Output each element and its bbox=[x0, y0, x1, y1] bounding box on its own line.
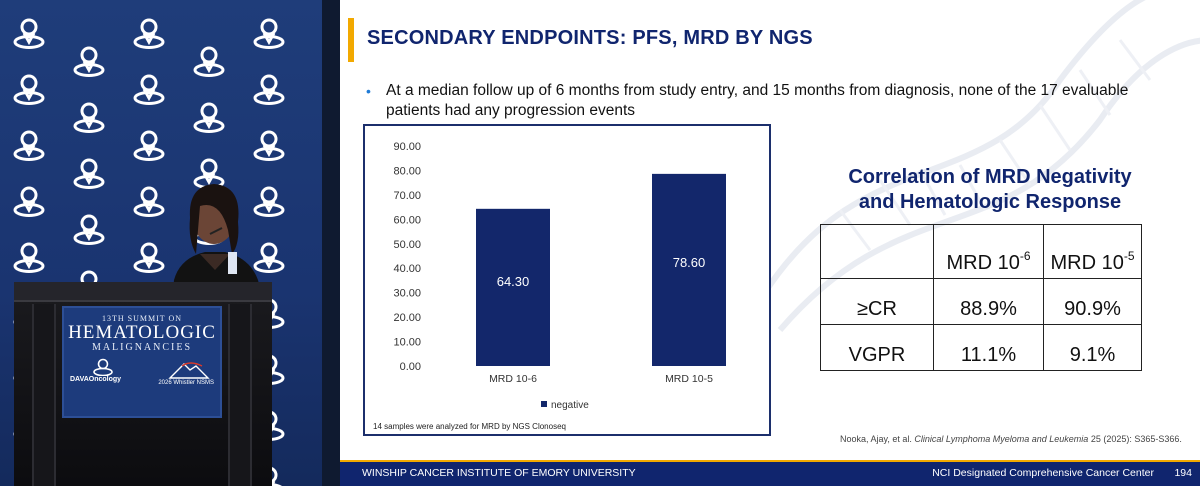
panel-divider bbox=[322, 0, 340, 486]
backdrop-logo-icon bbox=[12, 128, 46, 162]
x-tick-label: MRD 10-6 bbox=[489, 373, 537, 385]
y-tick-label: 40.00 bbox=[393, 263, 421, 275]
table-cell: 11.1% bbox=[933, 324, 1044, 371]
backdrop-logo-icon bbox=[192, 156, 226, 190]
camera-feed: 13TH SUMMIT ON HEMATOLOGIC MALIGNANCIES … bbox=[0, 0, 322, 486]
backdrop-logo-icon bbox=[252, 16, 286, 50]
y-tick-label: 20.00 bbox=[393, 312, 421, 324]
bar-value-label: 78.60 bbox=[673, 255, 706, 270]
correlation-title-line1: Correlation of MRD Negativity bbox=[848, 166, 1132, 188]
y-tick-label: 60.00 bbox=[393, 214, 421, 226]
podium-venue: 2026 Whistler NSMS bbox=[158, 380, 214, 386]
slide-footer: WINSHIP CANCER INSTITUTE OF EMORY UNIVER… bbox=[340, 460, 1200, 486]
backdrop-logo-icon bbox=[12, 16, 46, 50]
table-row-label: ≥CR bbox=[820, 278, 934, 325]
y-tick-label: 0.00 bbox=[400, 361, 421, 373]
y-tick-label: 10.00 bbox=[393, 337, 421, 349]
backdrop-logo-icon bbox=[12, 72, 46, 106]
correlation-title: Correlation of MRD Negativity and Hemato… bbox=[810, 165, 1170, 215]
correlation-title-line2: and Hematologic Response bbox=[858, 191, 1122, 213]
legend-swatch bbox=[541, 401, 547, 407]
table-header-mrd-10-6: MRD 10-6 bbox=[933, 224, 1044, 279]
backdrop-logo-icon bbox=[72, 100, 106, 134]
dava-logo-icon bbox=[93, 358, 113, 376]
bar bbox=[476, 208, 550, 366]
y-tick-label: 80.00 bbox=[393, 165, 421, 177]
podium-sign: 13TH SUMMIT ON HEMATOLOGIC MALIGNANCIES … bbox=[62, 306, 222, 418]
y-tick-label: 90.00 bbox=[393, 141, 421, 153]
backdrop-logo-icon bbox=[252, 240, 286, 274]
table-row: VGPR 11.1% 9.1% bbox=[820, 324, 1142, 371]
backdrop-logo-icon bbox=[132, 240, 166, 274]
backdrop-logo-icon bbox=[132, 184, 166, 218]
backdrop-logo-icon bbox=[72, 156, 106, 190]
slide-title: SECONDARY ENDPOINTS: PFS, MRD BY NGS bbox=[367, 27, 813, 49]
podium-sign-line2: HEMATOLOGIC bbox=[68, 322, 216, 343]
backdrop-logo-icon bbox=[72, 44, 106, 78]
y-tick-label: 30.00 bbox=[393, 288, 421, 300]
x-tick-label: MRD 10-5 bbox=[665, 373, 713, 385]
bar-value-label: 64.30 bbox=[497, 274, 530, 289]
backdrop-logo-icon bbox=[132, 128, 166, 162]
chart-footnote: 14 samples were analyzed for MRD by NGS … bbox=[373, 422, 566, 431]
podium-sponsor: DAVAOncology bbox=[70, 376, 122, 383]
footer-institution: WINSHIP CANCER INSTITUTE OF EMORY UNIVER… bbox=[362, 467, 636, 479]
bullet-icon: • bbox=[366, 83, 371, 99]
table-cell: 88.9% bbox=[933, 278, 1044, 325]
backdrop-logo-icon bbox=[192, 100, 226, 134]
table-row: ≥CR 88.9% 90.9% bbox=[820, 278, 1142, 325]
y-tick-label: 70.00 bbox=[393, 190, 421, 202]
table-corner-cell bbox=[820, 224, 934, 279]
title-accent-bar bbox=[348, 18, 354, 62]
table-header-row: MRD 10-6 MRD 10-5 bbox=[820, 224, 1142, 279]
mountain-logo-icon bbox=[168, 362, 210, 379]
backdrop-logo-icon bbox=[132, 16, 166, 50]
table-cell: 90.9% bbox=[1043, 278, 1142, 325]
correlation-table: MRD 10-6 MRD 10-5 ≥CR 88.9% 90.9% VGPR 1… bbox=[820, 224, 1142, 371]
table-header-mrd-10-5: MRD 10-5 bbox=[1043, 224, 1142, 279]
mrd-bar-chart: 0.00 10.00 20.00 30.00 40.00 50.00 60.00 70.00 8… bbox=[363, 124, 771, 436]
table-cell: 9.1% bbox=[1043, 324, 1142, 371]
backdrop-logo-icon bbox=[12, 240, 46, 274]
bullet-text: At a median follow up of 6 months from s… bbox=[386, 82, 1129, 119]
backdrop-logo-icon bbox=[72, 212, 106, 246]
slide-number: 194 bbox=[1174, 467, 1192, 479]
backdrop-logo-icon bbox=[132, 72, 166, 106]
podium-sign-line1: 13TH SUMMIT ON bbox=[101, 314, 183, 323]
table-row-label: VGPR bbox=[820, 324, 934, 371]
y-tick-label: 50.00 bbox=[393, 239, 421, 251]
podium-sign-line3: MALIGNANCIES bbox=[91, 342, 193, 353]
backdrop-logo-icon bbox=[252, 184, 286, 218]
backdrop-logo-icon bbox=[12, 184, 46, 218]
backdrop-logo-icon bbox=[192, 44, 226, 78]
backdrop-logo-icon bbox=[252, 128, 286, 162]
bar bbox=[652, 173, 726, 366]
presentation-slide: SECONDARY ENDPOINTS: PFS, MRD BY NGS • A… bbox=[340, 0, 1200, 486]
legend-label: negative bbox=[551, 400, 589, 411]
chart-canvas: 0.00 10.00 20.00 30.00 40.00 50.00 60.00 70.00 8… bbox=[393, 141, 726, 411]
backdrop-logo-icon bbox=[252, 72, 286, 106]
citation: Nooka, Ajay, et al. Clinical Lymphoma My… bbox=[840, 434, 1182, 444]
footer-designation: NCI Designated Comprehensive Cancer Cent… bbox=[932, 467, 1154, 479]
